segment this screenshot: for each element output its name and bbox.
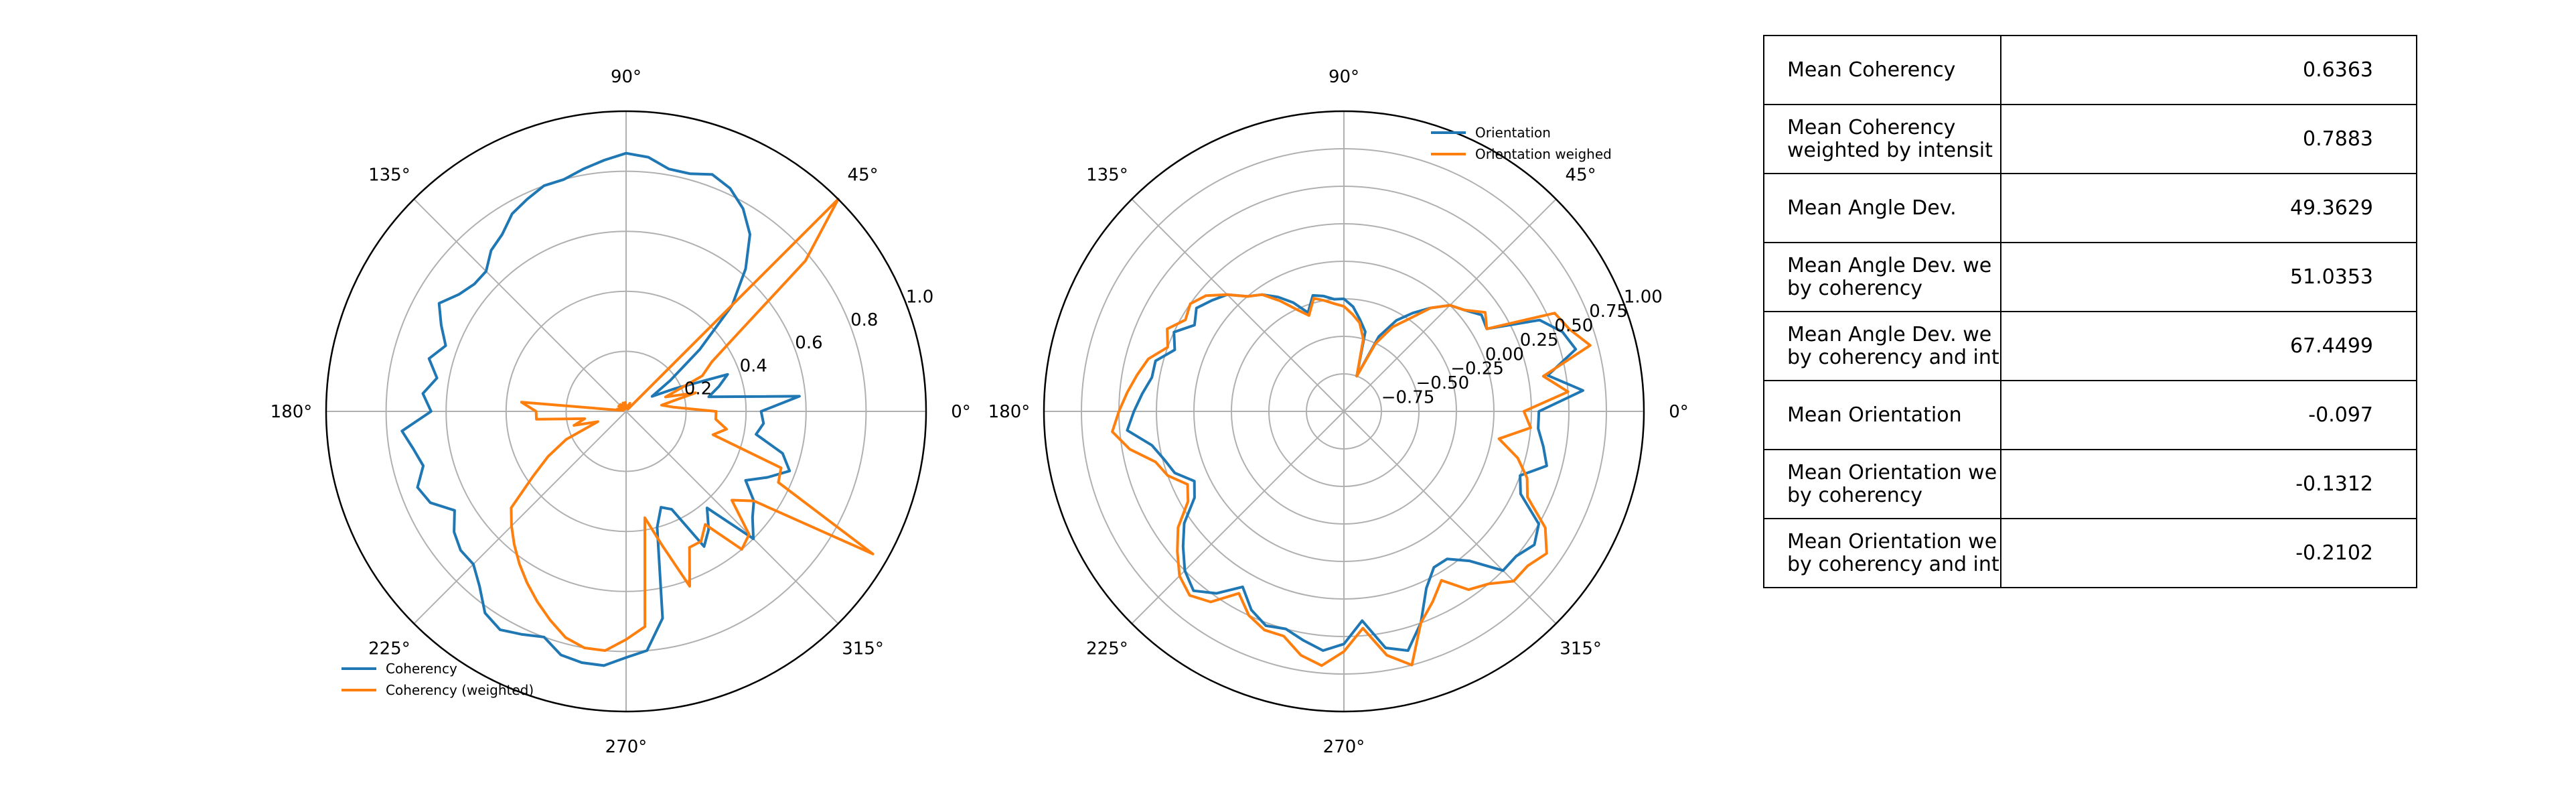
stats-label-cell: Mean Coherency <box>1763 35 2001 105</box>
legend-label: Orientation <box>1475 125 1551 141</box>
coherency-polar-plot: 0° 45° 90° 135° 180° 225° 270° 315° 0.2 0.4 0.6 0.8… <box>271 67 971 757</box>
angular-gridline <box>1131 198 1345 412</box>
stats-value: 0.6363 <box>2303 58 2373 82</box>
polar-frame <box>1043 110 1645 713</box>
stats-label: Mean Orientation <box>1787 403 1962 427</box>
stats-value-cell: -0.1312 <box>2000 449 2417 519</box>
stats-row: Mean Orientation we by coherency -0.1312 <box>1763 449 2417 519</box>
angle-tick-label: 315° <box>842 639 884 659</box>
radial-tick-label: 0.8 <box>850 310 878 330</box>
angle-tick-label: 90° <box>1329 67 1359 87</box>
series-line-0 <box>400 151 801 667</box>
stats-label: Mean Coherency weighted by intensit <box>1787 116 1993 162</box>
stats-row: Mean Orientation -0.097 <box>1763 380 2417 450</box>
stats-label-cell: Mean Angle Dev. <box>1763 173 2001 243</box>
series-line-1 <box>510 198 875 652</box>
stats-value: -0.2102 <box>2295 541 2373 565</box>
angle-tick-label: 135° <box>368 165 410 185</box>
stats-row: Mean Orientation we by coherency and int… <box>1763 518 2417 588</box>
stats-value-cell: 51.0353 <box>2000 242 2417 312</box>
radial-tick-label: 1.00 <box>1624 287 1663 308</box>
legend-label: Coherency <box>386 661 457 677</box>
polar-frame <box>325 110 927 713</box>
radial-tick-label: 0.00 <box>1485 344 1524 364</box>
angular-gridline <box>413 411 627 624</box>
stats-row: Mean Angle Dev. we by coherency 51.0353 <box>1763 242 2417 312</box>
angle-tick-label: 315° <box>1560 639 1602 659</box>
stats-label: Mean Angle Dev. we by coherency <box>1787 254 1992 300</box>
orientation-polar-plot: 0° 45° 90° 135° 180° 225° 270° 315° −0.75−0.50−0… <box>988 67 1689 757</box>
stats-row: Mean Angle Dev. 49.3629 <box>1763 173 2417 243</box>
stats-label: Mean Angle Dev. <box>1787 196 1957 220</box>
stats-label-cell: Mean Orientation <box>1763 380 2001 450</box>
stats-value: -0.1312 <box>2295 472 2373 496</box>
stats-label: Mean Orientation we by coherency and int <box>1787 530 1999 576</box>
radial-tick-label: 0.50 <box>1554 316 1593 336</box>
stats-label: Mean Angle Dev. we by coherency and int <box>1787 323 1999 369</box>
stats-value: 0.7883 <box>2303 127 2373 151</box>
radial-tick-label: 0.25 <box>1520 330 1559 350</box>
radial-tick-label: 0.6 <box>795 333 822 353</box>
radial-tick-label: 0.75 <box>1589 302 1628 322</box>
series-line-1 <box>1111 293 1592 667</box>
angle-tick-label: 0° <box>951 402 971 422</box>
angular-gridline <box>413 198 627 412</box>
radial-tick-label: 0.4 <box>740 356 767 376</box>
angle-tick-label: 45° <box>1566 165 1596 185</box>
angle-tick-label: 0° <box>1669 402 1689 422</box>
stats-value-cell: 0.6363 <box>2000 35 2417 105</box>
stats-value: 51.0353 <box>2289 265 2373 289</box>
angle-tick-label: 90° <box>611 67 641 87</box>
stats-label-cell: Mean Orientation we by coherency <box>1763 449 2001 519</box>
stats-row: Mean Coherency 0.6363 <box>1763 35 2417 105</box>
stats-label: Mean Coherency <box>1787 58 1956 82</box>
radial-tick-label: 0.2 <box>684 379 712 399</box>
stats-label-cell: Mean Angle Dev. we by coherency and int <box>1763 311 2001 381</box>
stats-value-cell: -0.097 <box>2000 380 2417 450</box>
angle-tick-label: 45° <box>848 165 879 185</box>
angle-tick-label: 180° <box>988 402 1031 422</box>
angular-gridline <box>625 411 839 624</box>
stats-label: Mean Orientation we by coherency <box>1787 461 1997 507</box>
stats-label-cell: Mean Angle Dev. we by coherency <box>1763 242 2001 312</box>
stats-row: Mean Coherency weighted by intensit 0.788… <box>1763 104 2417 174</box>
radial-tick-label: −0.25 <box>1450 359 1504 379</box>
stats-label-cell: Mean Orientation we by coherency and int <box>1763 518 2001 588</box>
angle-tick-label: 270° <box>1323 737 1365 757</box>
angular-gridline <box>1131 411 1345 624</box>
angle-tick-label: 270° <box>605 737 648 757</box>
stats-value-cell: -0.2102 <box>2000 518 2417 588</box>
radial-tick-label: −0.50 <box>1416 373 1470 393</box>
legend-label: Orientation weighed <box>1475 146 1612 162</box>
stats-value-cell: 0.7883 <box>2000 104 2417 174</box>
stats-value-cell: 49.3629 <box>2000 173 2417 243</box>
legend-label: Coherency (weighted) <box>386 682 534 698</box>
stats-value-cell: 67.4499 <box>2000 311 2417 381</box>
radial-tick-label: 1.0 <box>906 287 933 308</box>
stats-value: 49.3629 <box>2289 196 2373 220</box>
stats-value: -0.097 <box>2308 403 2373 427</box>
stats-row: Mean Angle Dev. we by coherency and int 6… <box>1763 311 2417 381</box>
angle-tick-label: 180° <box>271 402 313 422</box>
angular-gridline <box>1343 411 1557 624</box>
statistics-table: Mean Coherency 0.6363 Mean Coherency weigh… <box>1763 35 2417 588</box>
stats-label-cell: Mean Coherency weighted by intensit <box>1763 104 2001 174</box>
series-line-0 <box>1126 293 1584 652</box>
radial-tick-label: −0.75 <box>1381 388 1435 408</box>
angle-tick-label: 225° <box>1086 639 1128 659</box>
stats-value: 67.4499 <box>2289 334 2373 358</box>
angle-tick-label: 225° <box>368 639 410 659</box>
angle-tick-label: 135° <box>1086 165 1128 185</box>
